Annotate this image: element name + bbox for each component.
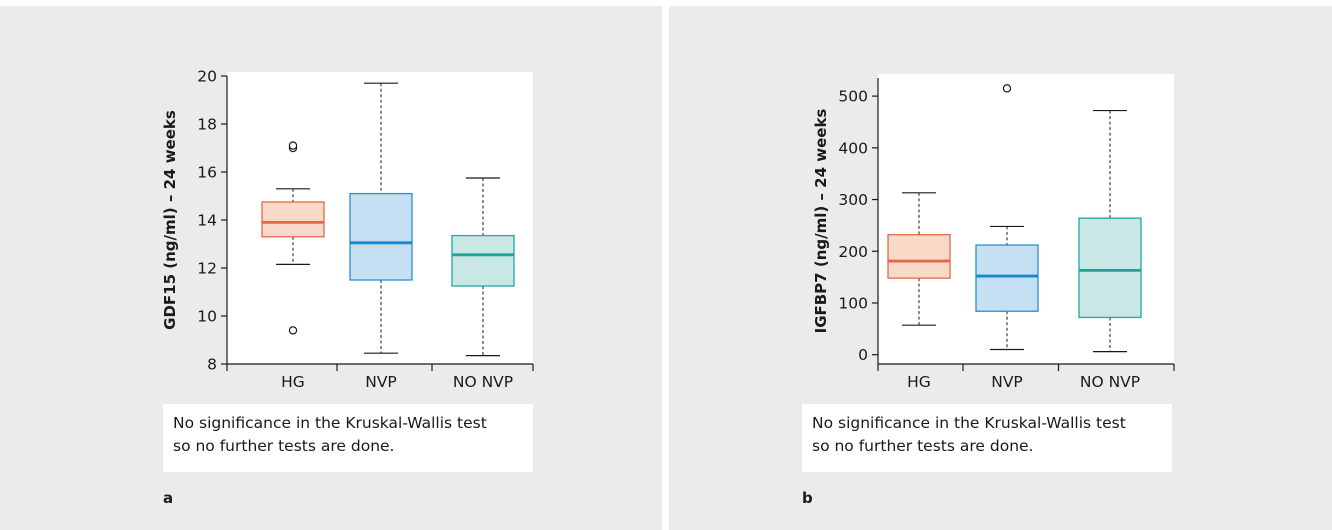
y-tick-label: 16 (197, 164, 217, 182)
box-hg (887, 234, 951, 279)
outlier-point (288, 141, 298, 150)
panel-label-a: a (163, 489, 174, 507)
chart-a: 8 10 12 14 16 18 20 HG NVP NO NVP GDF15 (ng/ml) – … (161, 68, 534, 391)
y-tick-label: 200 (838, 243, 868, 261)
x-tick-label: HG (907, 373, 931, 391)
note-a-line2: so no further tests are done. (173, 437, 395, 455)
box-hg (261, 201, 325, 238)
panel-label-b: b (802, 489, 813, 507)
x-tick-label: NO NVP (453, 373, 513, 391)
x-tick-label: NVP (991, 373, 1023, 391)
y-axis-label: IGFBP7 (ng/ml) – 24 weeks (812, 109, 830, 334)
outlier-point (1002, 84, 1012, 93)
y-tick-label: 100 (838, 294, 868, 312)
x-tick-label: HG (281, 373, 305, 391)
panel-a: 8 10 12 14 16 18 20 HG NVP NO NVP GDF15 (ng/ml) – … (0, 6, 662, 530)
y-tick-label: 20 (197, 68, 217, 86)
y-tick-label: 8 (207, 356, 217, 374)
box-nvp (975, 244, 1039, 312)
note-b-line2: so no further tests are done. (812, 437, 1034, 455)
note-b-line1: No significance in the Kruskal-Wallis te… (812, 414, 1126, 432)
x-tick-label: NVP (365, 373, 397, 391)
y-tick-label: 500 (838, 88, 868, 106)
y-tick-label: 18 (197, 116, 217, 134)
y-tick-label: 0 (858, 346, 868, 364)
y-tick-label: 10 (197, 308, 217, 326)
box-no-nvp (451, 234, 515, 287)
note-box-b: No significance in the Kruskal-Wallis te… (802, 404, 1172, 472)
chart-b: 0 100 200 300 400 500 HG NVP NO NVP IGFBP7 (ng/ml… (812, 74, 1175, 391)
outlier-point (288, 326, 298, 335)
note-a-line1: No significance in the Kruskal-Wallis te… (173, 414, 487, 432)
y-tick-label: 14 (197, 212, 217, 230)
y-axis-label: GDF15 (ng/ml) – 24 weeks (161, 110, 179, 330)
box-nvp (349, 192, 413, 281)
panel-b: 0 100 200 300 400 500 HG NVP NO NVP IGFBP7 (ng/ml… (669, 6, 1332, 530)
x-tick-label: NO NVP (1080, 373, 1140, 391)
y-tick-label: 400 (838, 139, 868, 157)
box-no-nvp (1078, 217, 1142, 319)
note-box-a: No significance in the Kruskal-Wallis te… (163, 404, 533, 472)
y-tick-label: 12 (197, 260, 217, 278)
y-tick-label: 300 (838, 191, 868, 209)
